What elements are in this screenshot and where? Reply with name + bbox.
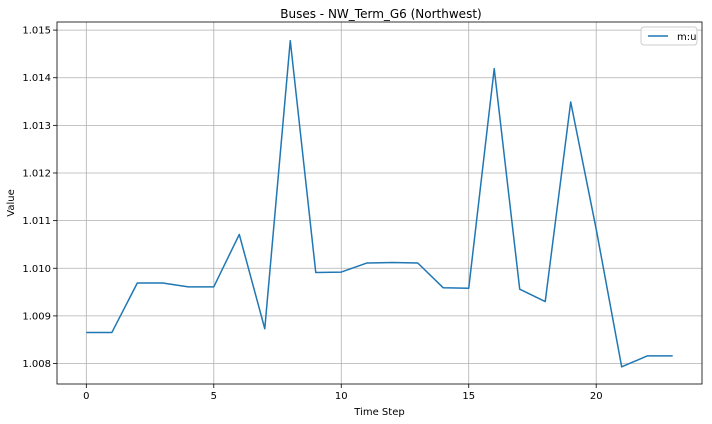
series-layer [85, 39, 674, 368]
y-tick-label: 1.010 [22, 264, 51, 275]
data-point [544, 300, 547, 303]
x-tick-label: 0 [83, 391, 89, 402]
data-point [518, 288, 521, 291]
legend: m:u [640, 26, 698, 46]
data-point [595, 228, 598, 231]
data-point [671, 354, 674, 357]
chart-title: Buses - NW_Term_G6 (Northwest) [280, 7, 481, 21]
data-point [416, 262, 419, 265]
x-axis-ticks: 0 5 10 15 20 [83, 384, 603, 402]
x-tick-label: 10 [335, 391, 348, 402]
data-point [238, 233, 241, 236]
x-tick-label: 15 [462, 391, 475, 402]
data-point [467, 287, 470, 290]
y-tick-label: 1.009 [22, 311, 51, 322]
plot-frame [56, 21, 703, 385]
series-line [86, 39, 673, 368]
data-point [110, 331, 113, 334]
data-point [161, 282, 164, 285]
data-point [493, 67, 496, 70]
grid [57, 22, 702, 384]
y-tick-label: 1.014 [22, 73, 51, 84]
data-point [646, 354, 649, 357]
data-point [391, 261, 394, 264]
data-point [620, 365, 623, 368]
data-point [340, 271, 343, 274]
y-axis-label: Value [6, 189, 17, 216]
x-tick-label: 5 [211, 391, 217, 402]
legend-box [640, 26, 698, 46]
y-tick-label: 1.015 [22, 26, 51, 37]
y-tick-label: 1.008 [22, 359, 51, 370]
data-point [365, 262, 368, 265]
data-point [569, 101, 572, 104]
legend-label: m:u [677, 32, 696, 43]
data-point [314, 271, 317, 274]
y-tick-label: 1.011 [22, 216, 51, 227]
x-axis-label: Time Step [353, 407, 404, 418]
data-point [187, 285, 190, 288]
data-point [263, 327, 266, 330]
data-point [289, 39, 292, 42]
y-tick-label: 1.012 [22, 168, 51, 179]
y-axis-ticks: 1.008 1.009 1.010 1.011 1.012 1.013 1.014 1.015 [22, 26, 57, 370]
data-point [212, 285, 215, 288]
data-point [136, 282, 139, 285]
data-point [442, 286, 445, 289]
data-point [85, 331, 88, 334]
y-tick-label: 1.013 [22, 121, 51, 132]
x-tick-label: 20 [590, 391, 603, 402]
